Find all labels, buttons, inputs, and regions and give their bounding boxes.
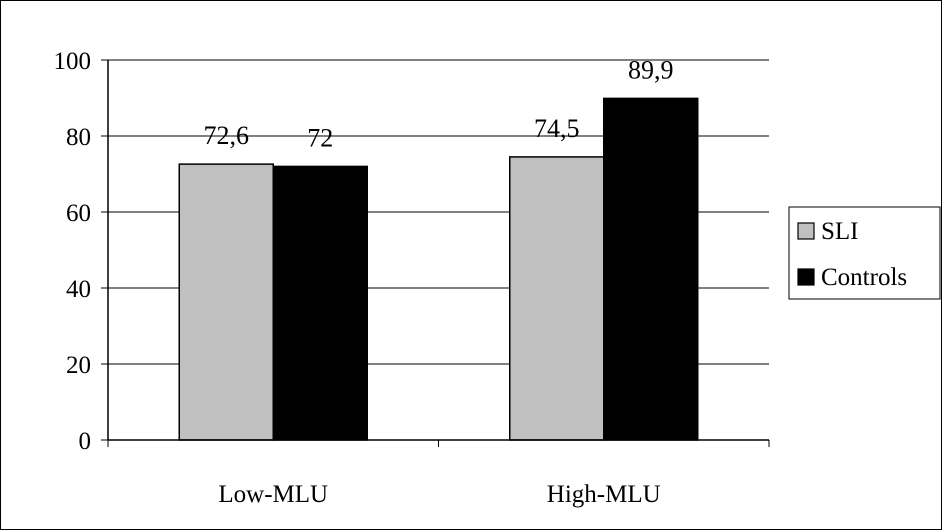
data-label-sli-high-mlu: 74,5 (534, 114, 580, 143)
legend-label-controls: Controls (821, 264, 907, 291)
y-tick-label-100: 100 (54, 48, 92, 75)
category-label-high-mlu: High-MLU (547, 481, 661, 508)
legend-swatch-controls (797, 268, 815, 286)
y-tick-label-40: 40 (66, 276, 91, 303)
legend-label-sli: SLI (821, 218, 859, 245)
y-tick-label-80: 80 (66, 124, 91, 151)
data-label-controls-high-mlu: 89,9 (628, 55, 674, 84)
legend: SLI Controls (788, 206, 941, 300)
bar-sli-low-mlu (178, 163, 274, 441)
bar-sli-high-mlu (509, 156, 605, 441)
y-tick-label-20: 20 (66, 352, 91, 379)
axes (101, 59, 770, 447)
labels: 0 20 40 60 80 100 72,6 72 Low-MLU 74,5 89,9 High-ML… (54, 48, 674, 508)
data-label-sli-low-mlu: 72,6 (204, 121, 250, 150)
data-label-controls-low-mlu: 72 (307, 123, 333, 152)
bar-controls-high-mlu (603, 97, 699, 441)
legend-swatch-sli (797, 222, 815, 240)
bars (178, 97, 699, 441)
y-tick-label-0: 0 (79, 428, 92, 455)
category-label-low-mlu: Low-MLU (218, 481, 328, 508)
bar-controls-low-mlu (272, 165, 368, 441)
y-tick-label-60: 60 (66, 200, 91, 227)
